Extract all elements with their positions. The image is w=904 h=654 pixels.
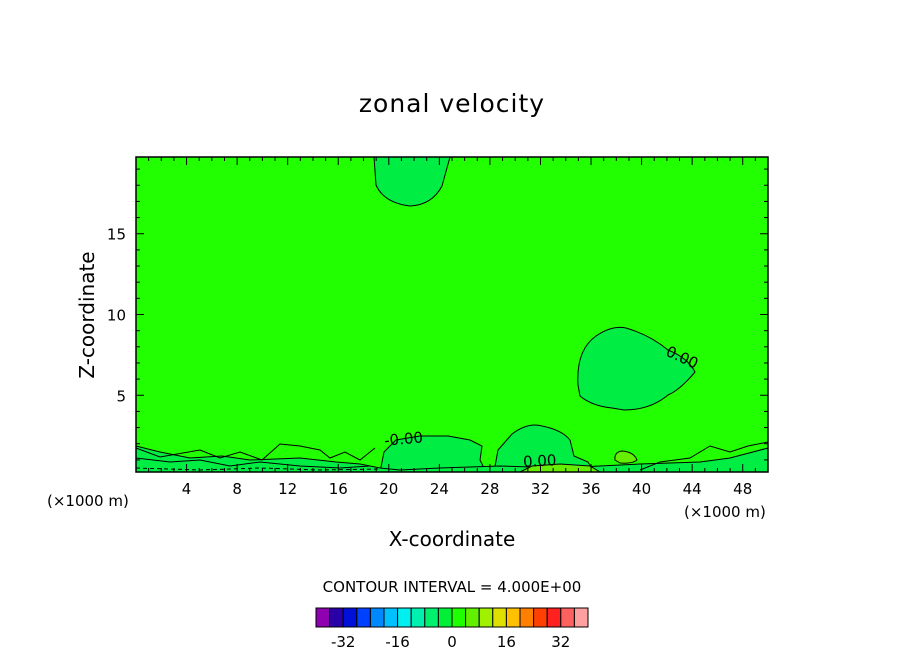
contour-label-center: -0.00	[383, 428, 423, 449]
colorbar-swatch	[492, 607, 507, 628]
colorbar-swatch	[356, 607, 371, 628]
colorbar-swatch	[397, 607, 412, 628]
chart-title: zonal velocity	[359, 89, 545, 118]
colorbar-swatch	[437, 607, 453, 628]
colorbar-swatch	[478, 607, 494, 628]
x-tick-label: 36	[581, 480, 600, 498]
x-tick-label: 20	[379, 480, 398, 498]
colorbar-tick-label: 16	[497, 633, 516, 651]
contour-line-2	[639, 441, 769, 471]
x-tick-label: 40	[632, 480, 651, 498]
contour-line-1	[135, 457, 371, 469]
y-tick-label: 10	[107, 307, 126, 325]
lower-patch-center	[379, 435, 487, 473]
x-tick-label: 32	[531, 480, 550, 498]
x-tick-label: 8	[232, 480, 242, 498]
colorbar-swatch	[383, 607, 399, 628]
colorbar-swatch	[573, 607, 589, 628]
lower-patch-right	[493, 424, 595, 473]
right-patch	[577, 326, 696, 411]
contour-label-bottom: 0.00	[523, 451, 557, 471]
contour-interval-text: CONTOUR INTERVAL = 4.000E+00	[323, 578, 582, 596]
colorbar-swatch	[410, 607, 426, 628]
colorbar-swatch	[451, 607, 467, 628]
y-tick-label: 5	[116, 387, 126, 405]
dashed-contour-line	[135, 467, 381, 471]
x-axis-label: X-coordinate	[389, 527, 516, 551]
x-tick-label: 44	[683, 480, 702, 498]
x-tick-label: 16	[329, 480, 348, 498]
x-tick-label: 24	[430, 480, 449, 498]
colorbar-swatch	[465, 607, 480, 628]
top-patch	[373, 156, 451, 207]
colorbar-swatch	[533, 607, 548, 628]
field-background	[136, 157, 768, 472]
x-tick-label: 28	[480, 480, 499, 498]
colorbar-swatch	[315, 607, 331, 628]
colorbar: -32 -16 0 16 32	[315, 607, 589, 651]
x-tick-label: 4	[182, 480, 192, 498]
colorbar-swatch	[519, 607, 535, 628]
colorbar-tick-label: -32	[331, 633, 356, 651]
y-tick-label: 15	[107, 226, 126, 244]
colorbar-swatch	[342, 607, 358, 628]
x-tick-label: 48	[733, 480, 752, 498]
colorbar-swatch	[369, 607, 385, 628]
colorbar-swatch	[505, 607, 521, 628]
x-unit-left: (×1000 m)	[47, 492, 129, 510]
colorbar-swatch	[546, 607, 562, 628]
y-axis-label: Z-coordinate	[75, 251, 99, 378]
contour-line-0	[135, 443, 376, 461]
x-unit-right: (×1000 m)	[684, 503, 766, 521]
x-tick-label: 12	[278, 480, 297, 498]
colorbar-swatch	[329, 607, 344, 628]
contour-field: 0.000.00-0.00	[135, 156, 769, 473]
colorbar-swatch	[560, 607, 575, 628]
colorbar-swatch	[424, 607, 439, 628]
colorbar-tick-label: 0	[447, 633, 457, 651]
colorbar-tick-label: -16	[385, 633, 410, 651]
small-patch	[614, 450, 638, 464]
colorbar-tick-label: 32	[551, 633, 570, 651]
